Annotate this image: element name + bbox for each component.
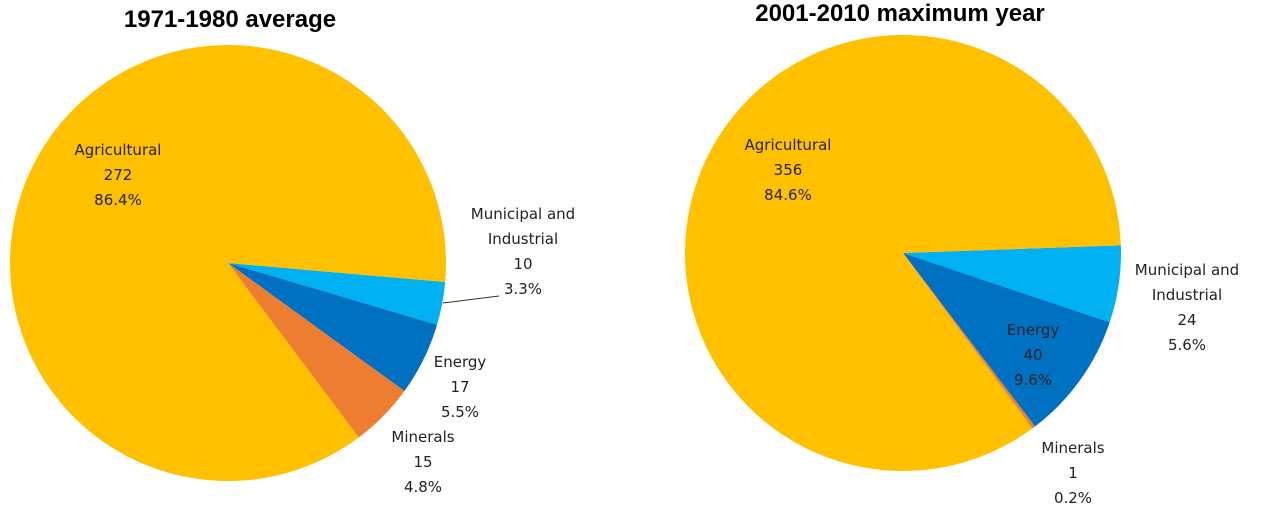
slice-label: Municipal and Industrial 10 3.3%	[453, 202, 593, 302]
value-label: 40	[1023, 346, 1043, 364]
pie-slice	[228, 263, 438, 391]
value-label: 10	[513, 255, 533, 273]
share-label: 3.3%	[503, 280, 543, 298]
value-label: 1	[1068, 464, 1078, 482]
pie-slice	[903, 245, 1122, 323]
pie-slice	[9, 45, 447, 481]
share-label: 9.6%	[1013, 371, 1053, 389]
share-label: 0.2%	[1053, 489, 1093, 507]
share-label: 4.8%	[403, 478, 443, 496]
value-label: 356	[773, 161, 803, 179]
chart-title: 1971-1980 average	[123, 6, 337, 33]
category-label: Agricultural	[74, 141, 162, 159]
category-label: Municipal and Industrial	[1134, 261, 1240, 304]
category-label: Municipal and Industrial	[470, 205, 576, 248]
category-label: Minerals	[391, 428, 455, 446]
share-label: 86.4%	[94, 191, 142, 209]
category-label: Agricultural	[744, 136, 832, 154]
pie-slice	[228, 263, 446, 325]
slice-label: Minerals 1 0.2%	[1003, 436, 1143, 511]
share-label: 5.5%	[440, 403, 480, 421]
slice-label: Municipal and Industrial 24 5.6%	[1117, 258, 1257, 358]
share-label: 5.6%	[1167, 336, 1207, 354]
leader-line	[442, 295, 500, 304]
pie-slice	[903, 253, 1110, 427]
share-label: 84.6%	[764, 186, 812, 204]
chart-title: 2001-2010 maximum year	[755, 0, 1045, 27]
category-label: Energy	[1006, 321, 1060, 339]
slice-label: Energy 17 5.5%	[390, 350, 530, 425]
pie-slice	[684, 34, 1121, 472]
value-label: 15	[413, 453, 433, 471]
slice-label: Minerals 15 4.8%	[353, 425, 493, 500]
pie-slice	[228, 263, 405, 438]
pie-slice	[903, 253, 1036, 429]
value-label: 272	[103, 166, 133, 184]
slice-label: Agricultural 272 86.4%	[48, 138, 188, 213]
slice-label: Energy 40 9.6%	[963, 318, 1103, 393]
value-label: 17	[450, 378, 470, 396]
category-label: Minerals	[1041, 439, 1105, 457]
category-label: Energy	[433, 353, 487, 371]
slice-label: Agricultural 356 84.6%	[718, 133, 858, 208]
value-label: 24	[1177, 311, 1197, 329]
